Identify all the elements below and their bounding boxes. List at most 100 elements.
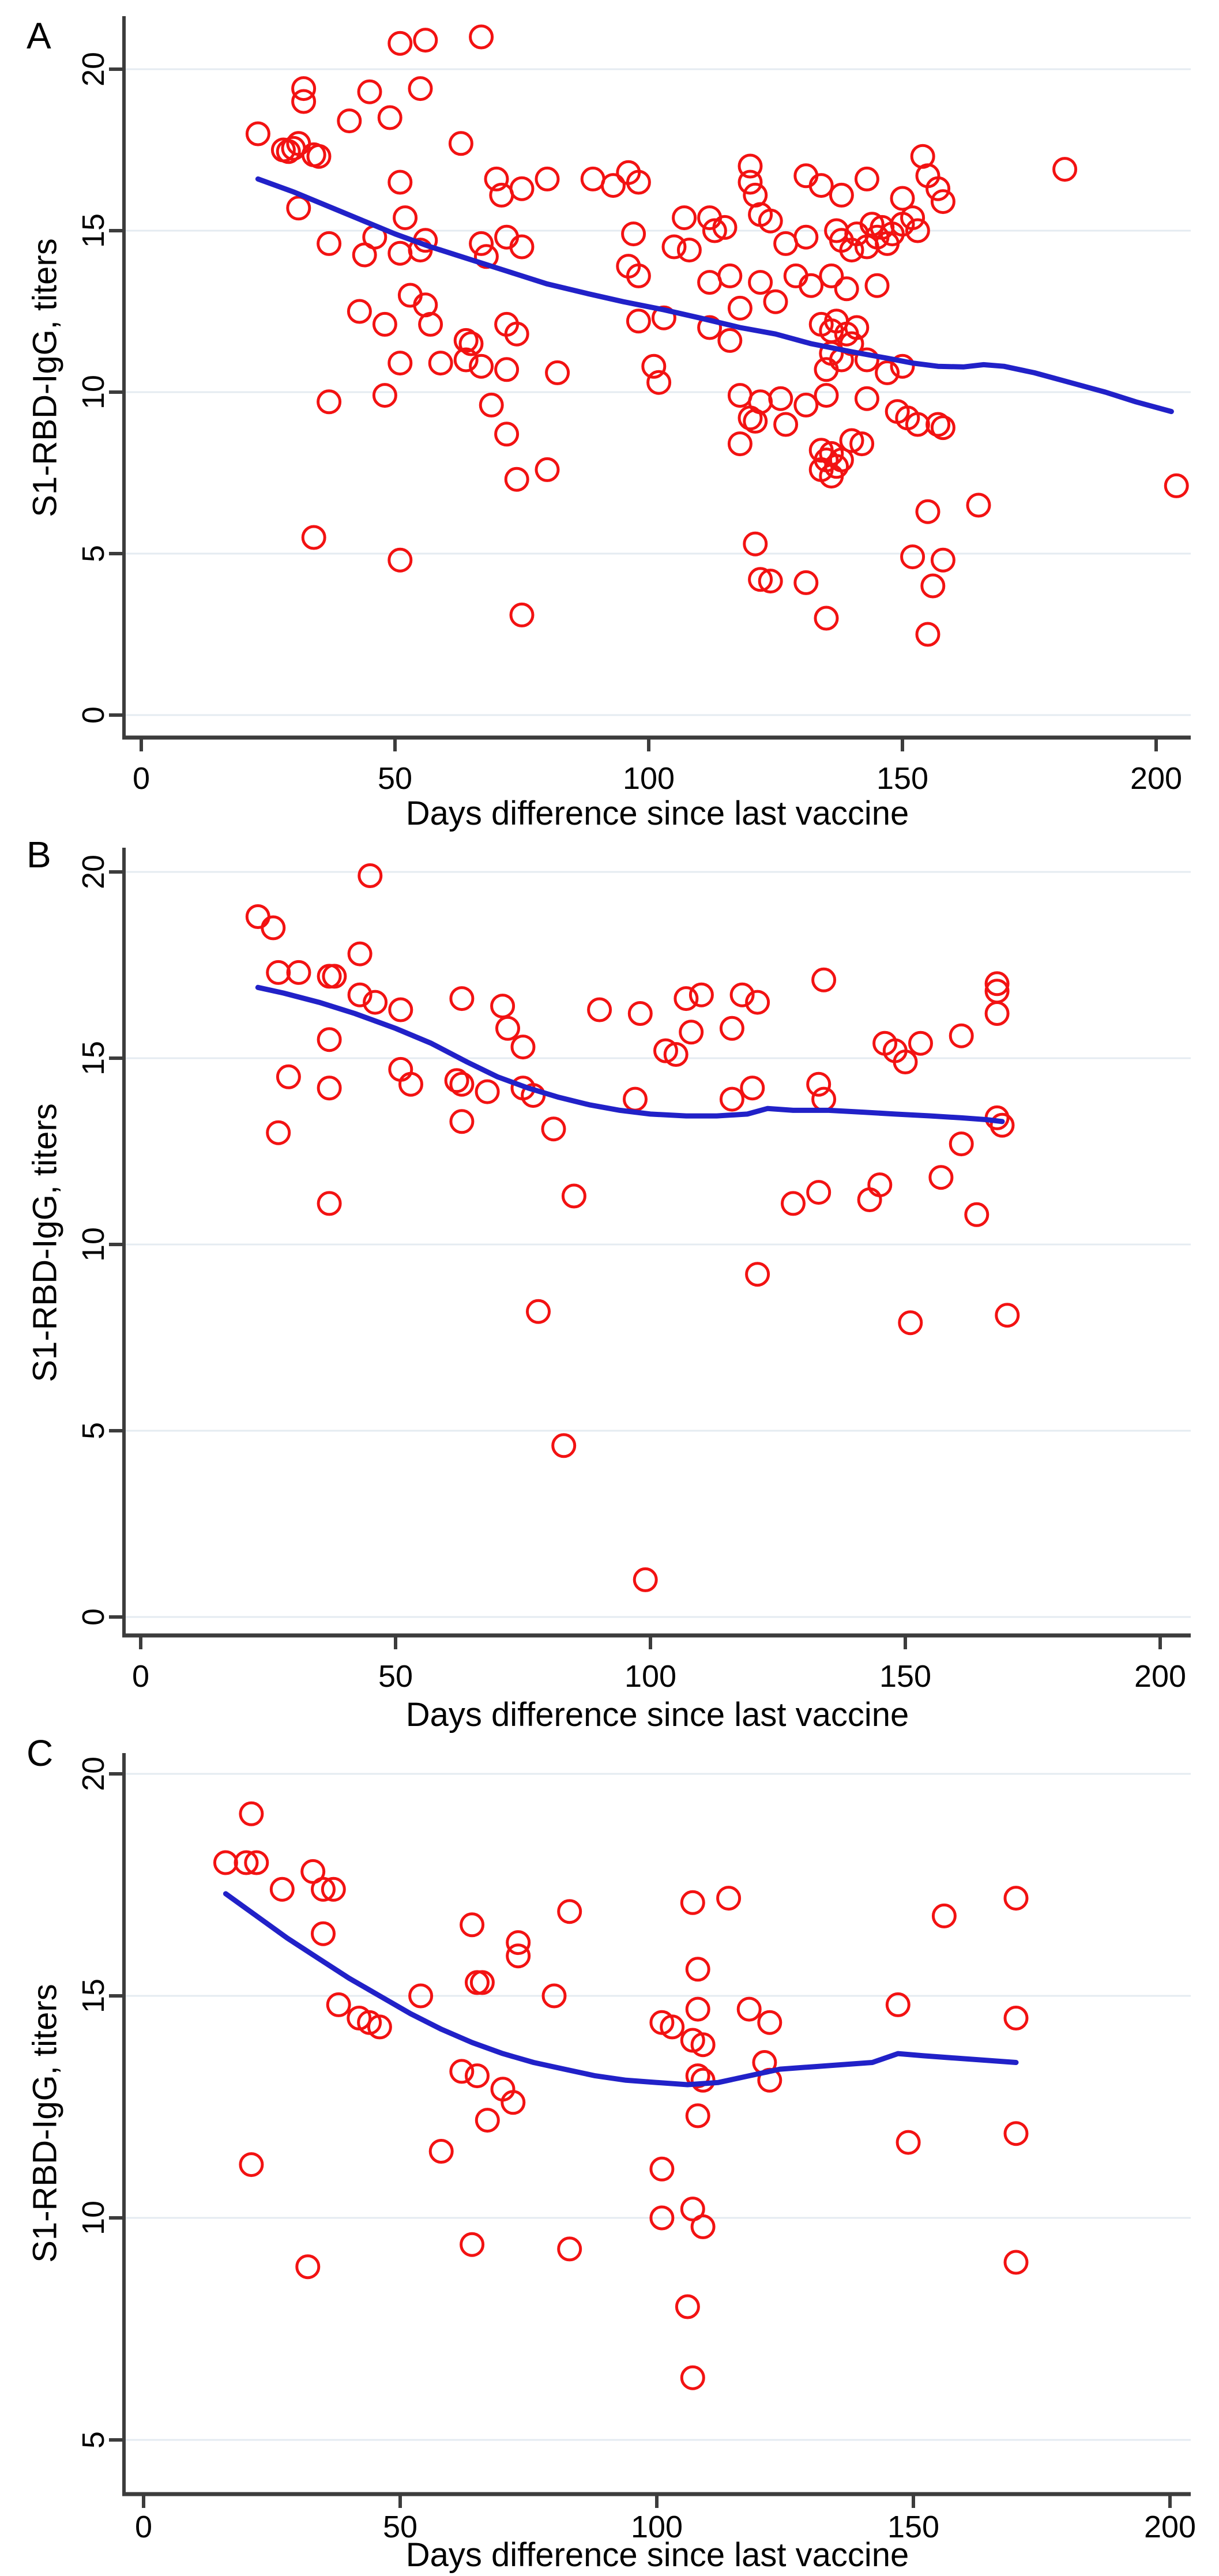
data-point xyxy=(738,170,763,195)
data-point xyxy=(1164,473,1189,498)
data-point xyxy=(729,982,755,1007)
data-point xyxy=(469,354,494,379)
data-point xyxy=(347,299,372,324)
data-point xyxy=(506,1930,531,1955)
data-point xyxy=(690,2032,716,2058)
data-point xyxy=(717,328,743,353)
data-point xyxy=(719,1016,744,1041)
y-tick-label: 15 xyxy=(76,1041,111,1075)
data-point xyxy=(245,904,270,929)
y-tick-label: 20 xyxy=(76,1757,111,1791)
data-point xyxy=(357,79,382,104)
data-point xyxy=(685,1957,710,1982)
data-point xyxy=(510,1035,536,1060)
data-point xyxy=(674,986,699,1011)
data-point xyxy=(347,982,373,1007)
y-tick-label: 20 xyxy=(76,52,111,87)
data-point xyxy=(535,166,560,191)
data-point xyxy=(387,240,413,266)
data-point xyxy=(660,2014,685,2040)
data-point xyxy=(680,2365,705,2390)
data-point xyxy=(286,960,311,985)
data-point xyxy=(908,1031,933,1056)
data-point xyxy=(814,357,839,382)
data-point xyxy=(408,1983,434,2009)
data-point xyxy=(905,218,930,243)
data-point xyxy=(449,1109,475,1134)
data-point xyxy=(680,1890,705,1915)
data-point xyxy=(676,238,702,263)
x-tick-label: 150 xyxy=(876,761,928,796)
y-tick-label: 5 xyxy=(76,1422,111,1439)
data-point xyxy=(748,567,773,592)
data-point xyxy=(885,1992,911,2017)
trend-line xyxy=(255,176,1174,415)
data-point xyxy=(311,1921,336,1946)
data-point xyxy=(367,2014,392,2040)
data-point xyxy=(449,2059,475,2084)
data-point xyxy=(301,525,326,550)
data-point xyxy=(377,105,402,130)
data-point xyxy=(393,205,418,231)
x-tick-label: 50 xyxy=(378,1659,413,1694)
y-tick-label: 20 xyxy=(76,855,111,889)
data-point xyxy=(557,1899,582,1924)
data-point xyxy=(651,305,676,330)
data-point xyxy=(372,311,397,337)
data-point xyxy=(535,457,560,482)
y-tick-label: 10 xyxy=(76,375,111,409)
data-point xyxy=(358,863,383,888)
data-point xyxy=(1003,2006,1029,2030)
x-tick-label: 200 xyxy=(1144,2510,1196,2544)
data-point xyxy=(627,1001,653,1026)
data-point xyxy=(387,351,413,376)
data-point xyxy=(743,408,768,434)
data-point xyxy=(949,1023,974,1048)
data-point xyxy=(727,431,753,457)
data-point xyxy=(806,1071,832,1097)
y-tick-label: 10 xyxy=(76,2201,111,2235)
data-point xyxy=(460,1912,485,1938)
x-tick-label: 0 xyxy=(132,1659,149,1694)
data-point xyxy=(984,1001,1010,1026)
x-tick-label: 150 xyxy=(887,2510,939,2544)
data-point xyxy=(995,1303,1020,1328)
data-point xyxy=(811,1086,837,1112)
data-point xyxy=(649,2156,675,2182)
data-point xyxy=(551,1433,577,1458)
data-point xyxy=(326,1992,351,2017)
data-point xyxy=(697,315,723,340)
data-point xyxy=(743,531,768,556)
data-point xyxy=(311,1876,336,1902)
data-point xyxy=(545,360,570,385)
data-point xyxy=(793,570,819,595)
data-point xyxy=(306,144,332,169)
data-point xyxy=(458,331,484,356)
data-point xyxy=(239,1801,264,1826)
data-point xyxy=(266,960,291,985)
x-tick-label: 200 xyxy=(1134,1659,1186,1694)
data-point xyxy=(449,1071,475,1097)
data-point xyxy=(915,622,940,647)
data-point xyxy=(915,499,940,524)
data-point xyxy=(799,273,824,298)
data-point xyxy=(854,166,879,191)
data-point xyxy=(834,276,859,302)
x-axis-title: Days difference since last vaccine xyxy=(406,795,909,832)
data-point xyxy=(317,1075,342,1101)
data-point xyxy=(763,289,788,314)
data-point xyxy=(239,2152,264,2178)
data-point xyxy=(1003,2121,1029,2146)
data-point xyxy=(984,971,1010,996)
data-point xyxy=(600,173,626,198)
data-point xyxy=(479,392,504,418)
data-point xyxy=(930,415,955,441)
data-point xyxy=(509,234,535,260)
data-point xyxy=(623,1086,648,1112)
data-point xyxy=(685,2063,710,2089)
data-point xyxy=(322,964,347,989)
data-point xyxy=(234,1850,259,1875)
data-point xyxy=(387,547,413,573)
